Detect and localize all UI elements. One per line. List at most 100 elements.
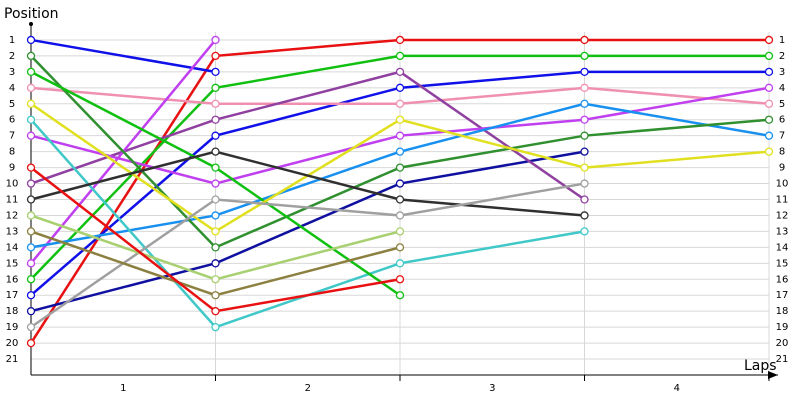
y-tick-label: 11 [6,195,19,206]
y-tick-label-right: 21 [776,354,789,365]
y-tick-label-right: 11 [776,195,789,206]
y-tick-label: 9 [9,163,15,174]
series-marker [764,35,774,45]
series-marker [211,259,220,268]
y-tick-label-right: 12 [776,210,789,221]
x-tick-label: 1 [120,383,126,394]
series-marker [26,35,36,45]
series-marker [26,67,36,77]
y-tick-label-right: 14 [776,242,789,253]
series-marker [395,35,405,45]
series-marker [395,243,405,252]
series-marker [26,243,36,252]
series-marker [580,227,589,236]
y-tick-label: 17 [6,290,19,301]
y-tick-label-right: 3 [779,67,785,78]
series-marker [211,131,220,140]
series-marker [395,99,405,108]
series-marker [580,179,589,188]
x-tick-label: 2 [305,383,311,394]
y-tick-label-right: 19 [776,322,789,333]
series-marker [211,195,220,204]
chart-title: Position [4,6,59,22]
series-marker [580,67,589,77]
series-marker [211,307,220,316]
series-marker [580,195,589,204]
series-marker [26,291,36,300]
series-marker [26,275,36,284]
series-marker [211,227,220,236]
y-tick-label-right: 7 [779,131,785,142]
series-marker [395,51,405,61]
series-marker [764,131,774,140]
series-marker [211,115,220,124]
series-marker [395,291,405,300]
series-marker [580,211,589,220]
series-marker [580,51,589,61]
series-marker [580,163,589,172]
series-marker [26,131,36,140]
series-marker [764,147,774,156]
y-tick-label-right: 18 [776,306,789,317]
series-marker [211,179,220,188]
y-tick-label: 20 [6,338,19,349]
series-marker [764,115,774,124]
y-tick-label-right: 15 [776,258,789,269]
series-marker [211,211,220,220]
y-tick-label: 2 [9,51,15,62]
y-tick-label-right: 6 [779,115,785,126]
series-marker [211,291,220,300]
series-marker [395,147,405,156]
y-tick-label: 10 [6,179,19,190]
y-tick-label-right: 16 [776,274,789,285]
series-marker [26,322,36,332]
y-tick-label-right: 10 [776,179,789,190]
series-marker [26,51,36,61]
series-marker [764,67,774,77]
y-axis-cap [29,22,33,26]
y-tick-label: 6 [9,115,15,126]
y-tick-label: 8 [9,147,15,158]
series-marker [26,195,36,204]
y-tick-label: 12 [6,210,19,221]
series-line [30,38,216,74]
y-tick-label: 1 [9,35,15,46]
series-marker [395,211,405,220]
series-marker [211,99,220,108]
series-marker [211,35,220,45]
series-marker [395,83,405,92]
series-marker [26,179,36,188]
y-tick-label: 14 [6,242,19,253]
x-tick-label: 4 [674,383,680,394]
y-tick-label-right: 2 [779,51,785,62]
series-line [30,150,585,217]
y-tick-label-right: 9 [779,163,785,174]
series-marker [395,67,405,77]
y-tick-label: 7 [9,131,15,142]
series-marker [764,99,774,108]
series-marker [26,163,36,172]
series-marker [211,147,220,156]
y-tick-label-right: 17 [776,290,789,301]
series-marker [26,115,36,124]
series-marker [211,51,220,61]
y-tick-label-right: 5 [779,99,785,110]
series-marker [764,83,774,92]
series-marker [211,243,220,252]
series-marker [26,99,36,108]
series-marker [395,179,405,188]
x-axis-label: Laps [744,358,777,374]
series-marker [395,115,405,124]
series-marker [764,51,774,61]
y-tick-label: 13 [6,226,19,237]
x-tick-label: 3 [489,383,495,394]
series-marker [26,259,36,268]
series-marker [580,99,589,108]
series-marker [26,83,36,92]
y-tick-label: 21 [6,354,19,365]
series-marker [395,259,405,268]
y-tick-label: 3 [9,67,15,78]
series-marker [580,147,589,156]
series-line [30,150,585,313]
series-marker [580,115,589,124]
